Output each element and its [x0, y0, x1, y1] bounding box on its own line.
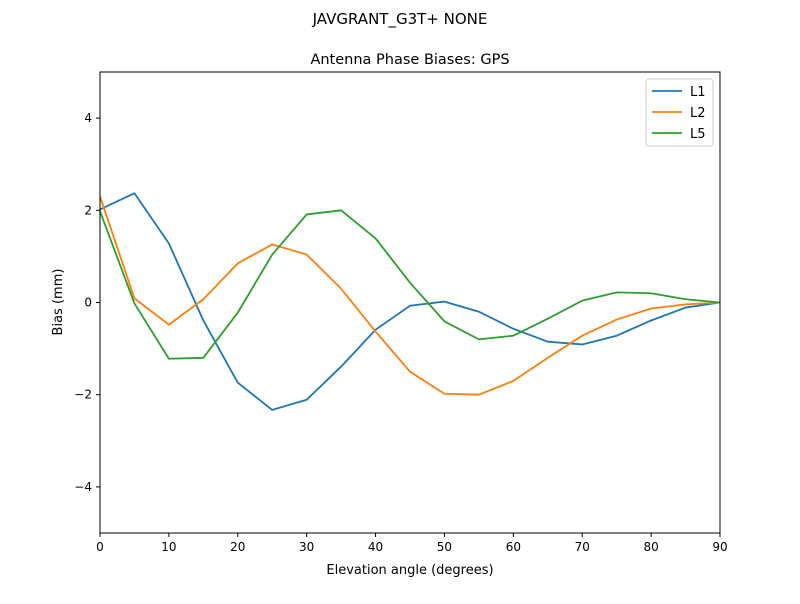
x-axis-label: Elevation angle (degrees)	[326, 563, 493, 578]
legend: L1 L2 L5	[645, 78, 714, 147]
x-tick-label: 20	[230, 540, 245, 554]
y-axis-label: Bias (mm)	[51, 269, 66, 336]
y-tick-label: 2	[84, 203, 92, 217]
series-line-L5	[99, 209, 721, 360]
y-tick-label: −4	[74, 480, 92, 494]
legend-label: L5	[690, 127, 706, 142]
x-tick-label: 70	[575, 540, 590, 554]
chart-title: Antenna Phase Biases: GPS	[310, 52, 509, 68]
suptitle: JAVGRANT_G3T+ NONE	[312, 10, 488, 29]
plot-frame	[99, 71, 721, 534]
series-line-L1	[99, 192, 721, 411]
y-tick-label: 0	[84, 296, 92, 310]
y-tick-label: −2	[74, 388, 92, 402]
legend-label: L2	[690, 106, 706, 121]
y-tick-label: 4	[84, 111, 92, 125]
x-tick-label: 40	[368, 540, 383, 554]
x-tick-label: 10	[161, 540, 176, 554]
legend-label: L1	[690, 85, 706, 100]
x-tick-label: 80	[643, 540, 658, 554]
x-tick-label: 90	[712, 540, 727, 554]
x-tick-label: 60	[506, 540, 521, 554]
x-tick-label: 0	[96, 540, 104, 554]
series-line-L2	[99, 196, 721, 396]
x-tick-label: 50	[437, 540, 452, 554]
x-tick-label: 30	[299, 540, 314, 554]
